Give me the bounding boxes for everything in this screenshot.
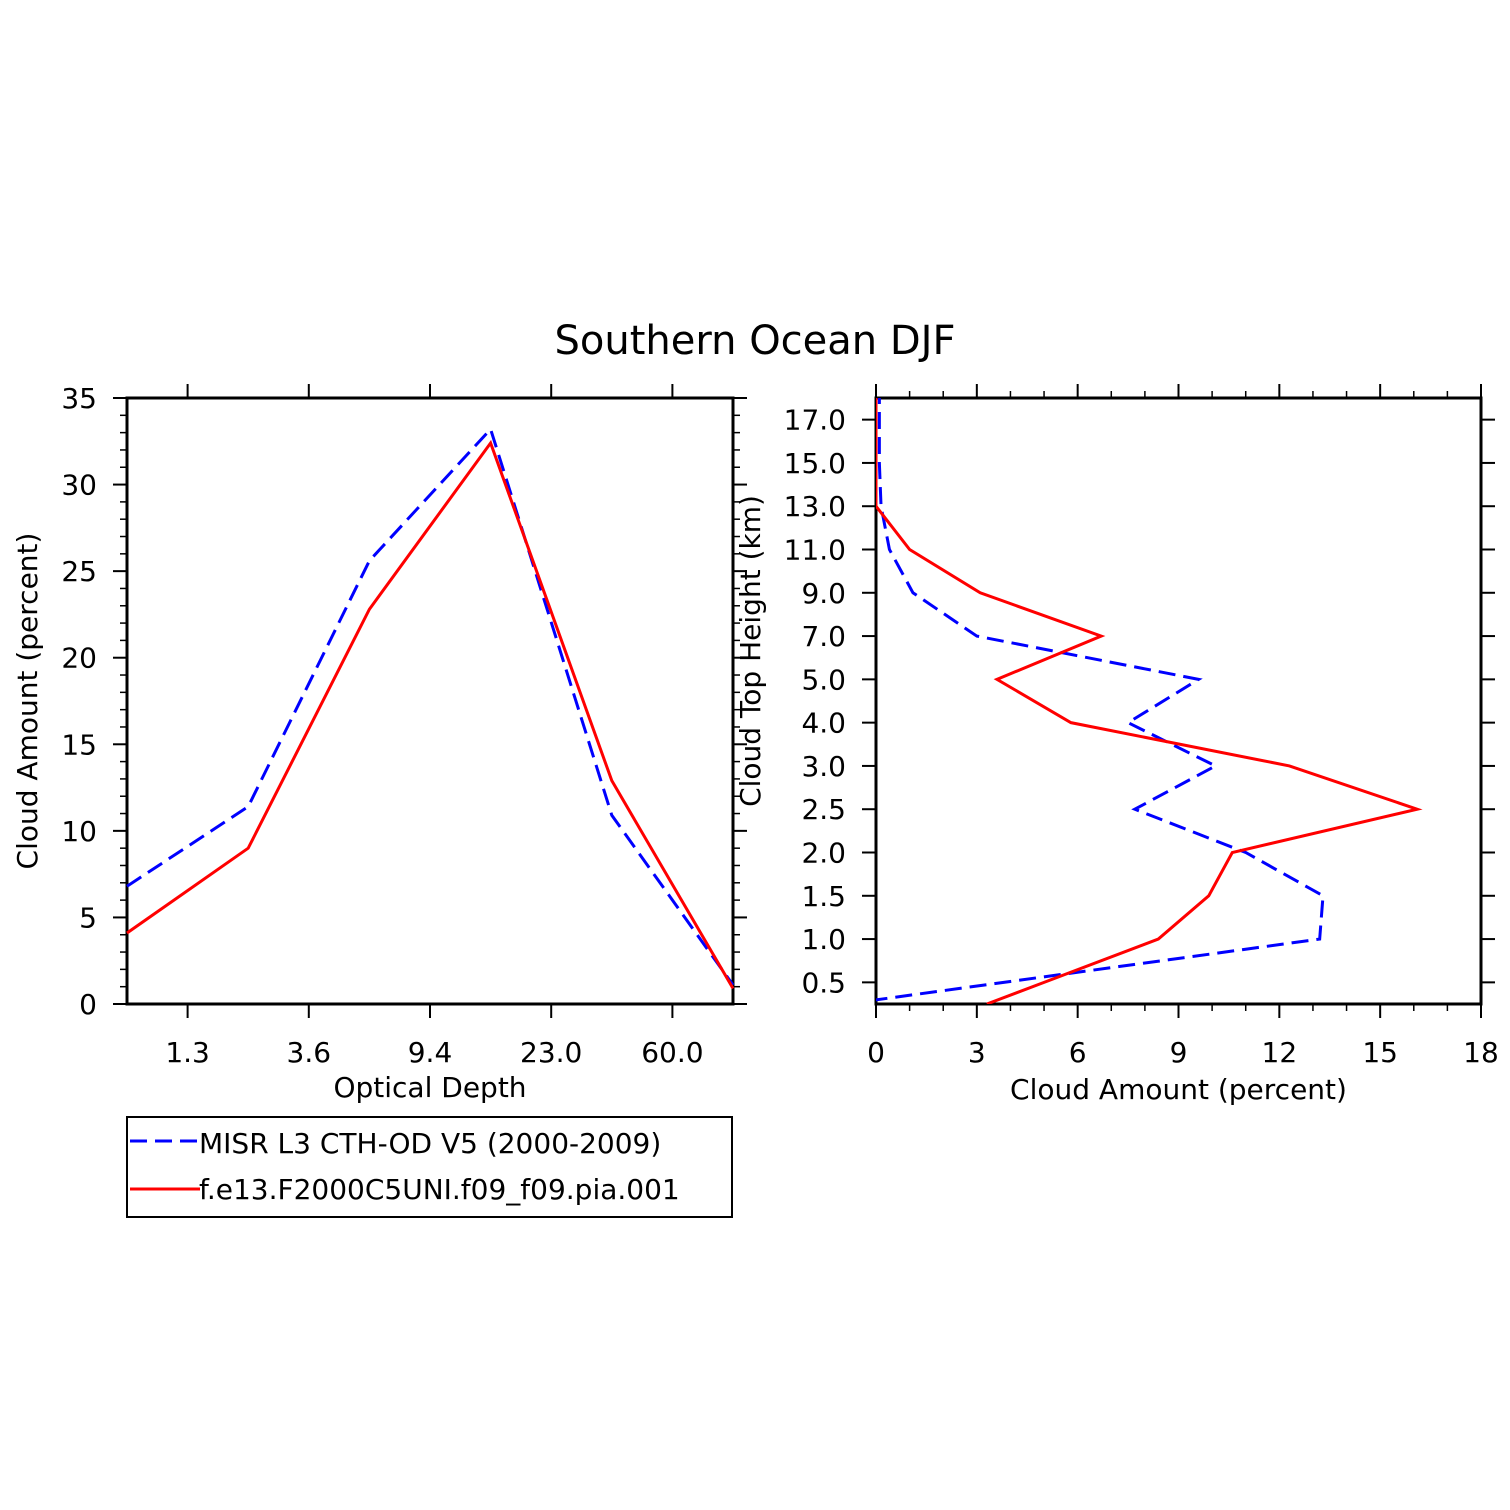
plot-frame — [125, 396, 735, 1006]
y-tick-label: 15 — [61, 728, 97, 761]
y-tick-label: 4.0 — [801, 707, 846, 740]
x-tick-label: 3 — [968, 1036, 986, 1069]
x-tick-label: 23.0 — [520, 1036, 582, 1069]
y-tick-label: 7.0 — [801, 620, 846, 653]
y-tick-label: 17.0 — [784, 404, 846, 437]
series-line-model — [876, 398, 1423, 1004]
optical-depth-panel: 0 5 10 15 20 25 30 35 1.3 3.6 9.4 23.0 60.0 Optical D… — [11, 382, 747, 1104]
x-tick-label: 9.4 — [408, 1036, 453, 1069]
x-tick-label: 60.0 — [641, 1036, 703, 1069]
y-tick-label: 20 — [61, 642, 97, 675]
x-tick-label: 12 — [1262, 1036, 1298, 1069]
legend-label-model: f.e13.F2000C5UNI.f09_f09.pia.001 — [199, 1173, 680, 1206]
y-tick-label: 35 — [61, 382, 97, 415]
series-line-model — [126, 439, 735, 990]
cloud-height-panel: 0.5 1.0 1.5 2.0 2.5 3.0 4.0 5.0 7.0 9.0 11.0 13.0 15… — [734, 384, 1499, 1106]
legend: MISR L3 CTH-OD V5 (2000-2009) f.e13.F200… — [126, 1116, 733, 1218]
x-tick-label: 9 — [1170, 1036, 1188, 1069]
y-tick-label: 1.5 — [801, 880, 846, 913]
y-tick-label: 15.0 — [784, 447, 846, 480]
figure-title: Southern Ocean DJF — [555, 318, 956, 364]
series-line-obs — [876, 398, 1325, 1002]
x-tick-label: 1.3 — [165, 1036, 210, 1069]
y-tick-label: 5 — [79, 901, 97, 934]
x-tick-label: 0 — [867, 1036, 885, 1069]
x-axis-label: Cloud Amount (percent) — [1010, 1073, 1347, 1106]
y-tick-label: 2.5 — [801, 793, 846, 826]
y-tick-label: 2.0 — [801, 837, 846, 870]
y-tick-label: 25 — [61, 555, 97, 588]
x-tick-label: 15 — [1362, 1036, 1398, 1069]
x-tick-label: 3.6 — [287, 1036, 332, 1069]
x-tick-label: 6 — [1069, 1036, 1087, 1069]
y-axis-label: Cloud Top Height (km) — [734, 495, 767, 807]
legend-label-obs: MISR L3 CTH-OD V5 (2000-2009) — [199, 1127, 661, 1160]
x-tick-label: 18 — [1463, 1036, 1499, 1069]
y-tick-label: 0.5 — [801, 966, 846, 999]
y-tick-label: 1.0 — [801, 923, 846, 956]
y-tick-label: 3.0 — [801, 750, 846, 783]
y-tick-label: 9.0 — [801, 577, 846, 610]
legend-box — [126, 1116, 733, 1218]
y-tick-label: 0 — [79, 988, 97, 1021]
y-tick-label: 30 — [61, 469, 97, 502]
series-line-obs — [126, 426, 735, 986]
y-tick-label: 10 — [61, 815, 97, 848]
x-axis-label: Optical Depth — [333, 1071, 526, 1104]
y-tick-label: 11.0 — [784, 534, 846, 567]
y-axis-label: Cloud Amount (percent) — [11, 533, 44, 870]
plot-frame — [874, 396, 1483, 1006]
y-tick-label: 5.0 — [801, 663, 846, 696]
y-tick-label: 13.0 — [784, 490, 846, 523]
